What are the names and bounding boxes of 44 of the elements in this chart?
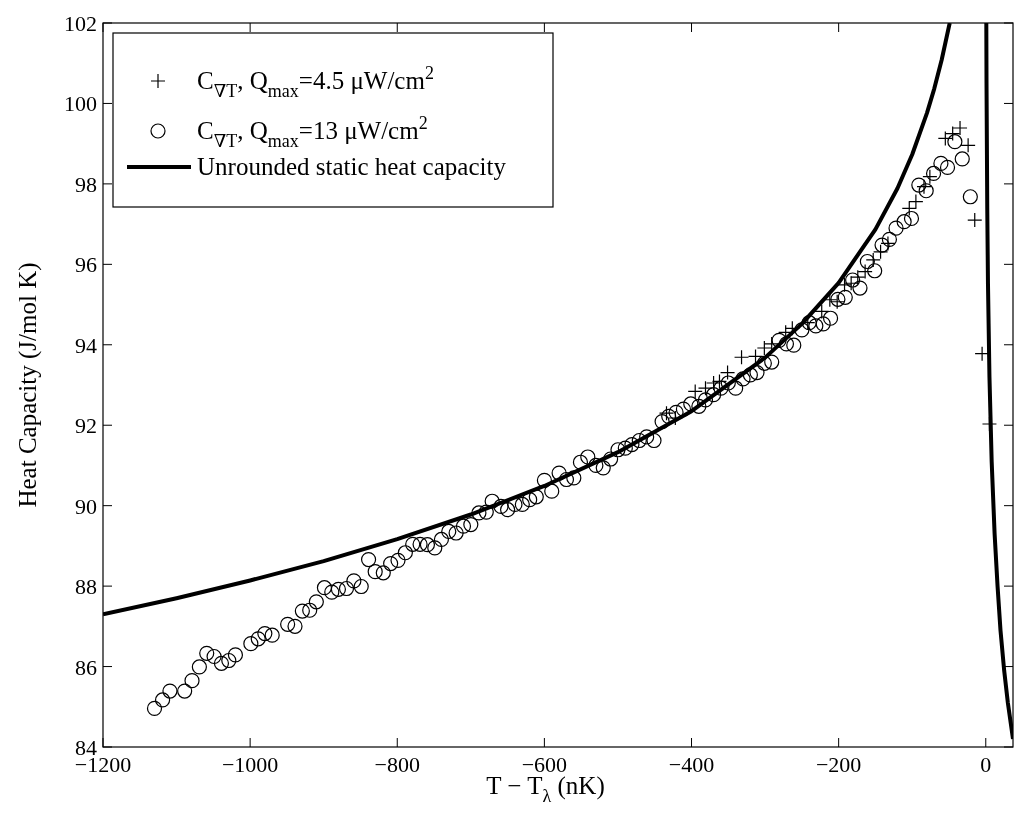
point [733,349,750,365]
point [747,348,764,365]
point [756,340,772,356]
point [880,235,896,252]
point [937,130,953,147]
point [974,346,990,362]
y-tick-label: 86 [75,654,97,680]
point [865,252,881,268]
point [945,126,961,142]
point [850,269,866,285]
y-tick-label: 102 [64,11,97,36]
y-axis-title: Heat Capacity (J/mol K) [14,262,42,508]
point [967,212,983,228]
point [764,336,780,352]
x-tick-label: −200 [815,752,862,777]
point [901,200,917,217]
point [705,375,722,391]
point [908,193,924,210]
x-tick-label: −400 [668,752,715,777]
y-tick-label: 100 [64,91,97,117]
y-tick-label: 98 [75,171,97,197]
legend-label: C$_{∇T}$, Q$_{max}$=13 μW/cm$^{2}$ [197,113,428,151]
point [960,137,976,153]
y-tick-label: 94 [75,332,97,358]
point [872,244,889,260]
legend-label: Unrounded static heat capacity [197,153,507,180]
point [916,179,932,195]
y-tick-label: 92 [75,413,97,439]
point [719,364,736,381]
x-tick-label: 0 [980,752,992,777]
point [687,383,703,400]
y-tick-label: 96 [75,252,97,278]
legend-label: C$_{∇T}$, Q$_{max}$=4.5 μW/cm$^{2}$ [197,63,434,101]
point [857,263,873,280]
y-tick-label: 90 [75,493,97,519]
point [814,303,830,319]
point [922,169,938,185]
y-tick-label: 88 [75,574,97,600]
point [829,294,845,310]
point [952,120,968,136]
x-tick-label: −800 [374,752,420,777]
x-tick-label: −1000 [221,752,279,777]
point [843,275,859,291]
point [711,373,728,389]
